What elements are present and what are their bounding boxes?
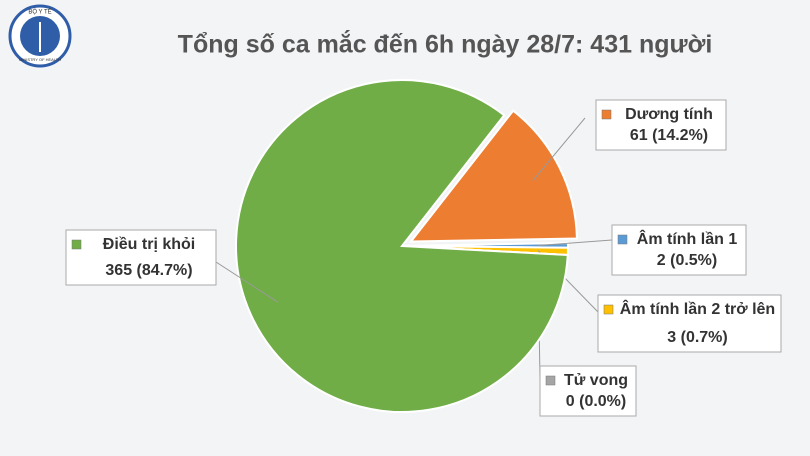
label-name: Dương tính [625,106,713,123]
label-value: 0 (0.0%) [566,393,626,410]
legend-swatch [617,234,628,245]
label-value: 365 (84.7%) [105,262,192,279]
pie-slice [235,79,569,413]
label-box [597,294,782,353]
label-value: 61 (14.2%) [630,127,708,144]
label-value: 2 (0.5%) [657,252,717,269]
label-box [595,99,727,151]
label-name: Tử vong [564,372,628,389]
label-box [65,229,217,286]
pie-slice [408,109,578,243]
label-name: Điều trị khỏi [103,236,195,253]
label-box [611,224,747,276]
chart-title: Tổng số ca mắc đến 6h ngày 28/7: 431 ngư… [178,29,713,59]
leader-line [538,239,613,246]
label-box [539,365,637,417]
logo-bottom: MINISTRY OF HEALTH [19,57,61,62]
logo: BỘ Y TẾ MINISTRY OF HEALTH [8,4,72,68]
legend-swatch [71,239,82,250]
label-name: Âm tính lần 2 trở lên [620,299,775,318]
legend-swatch [545,375,556,386]
leader-line [215,261,279,303]
label-name: Âm tính lần 1 [637,229,738,248]
legend-swatch [601,109,612,120]
label-value: 3 (0.7%) [667,329,727,346]
leader-line [532,117,586,182]
legend-swatch [603,304,614,315]
logo-top: BỘ Y TẾ [28,9,51,16]
